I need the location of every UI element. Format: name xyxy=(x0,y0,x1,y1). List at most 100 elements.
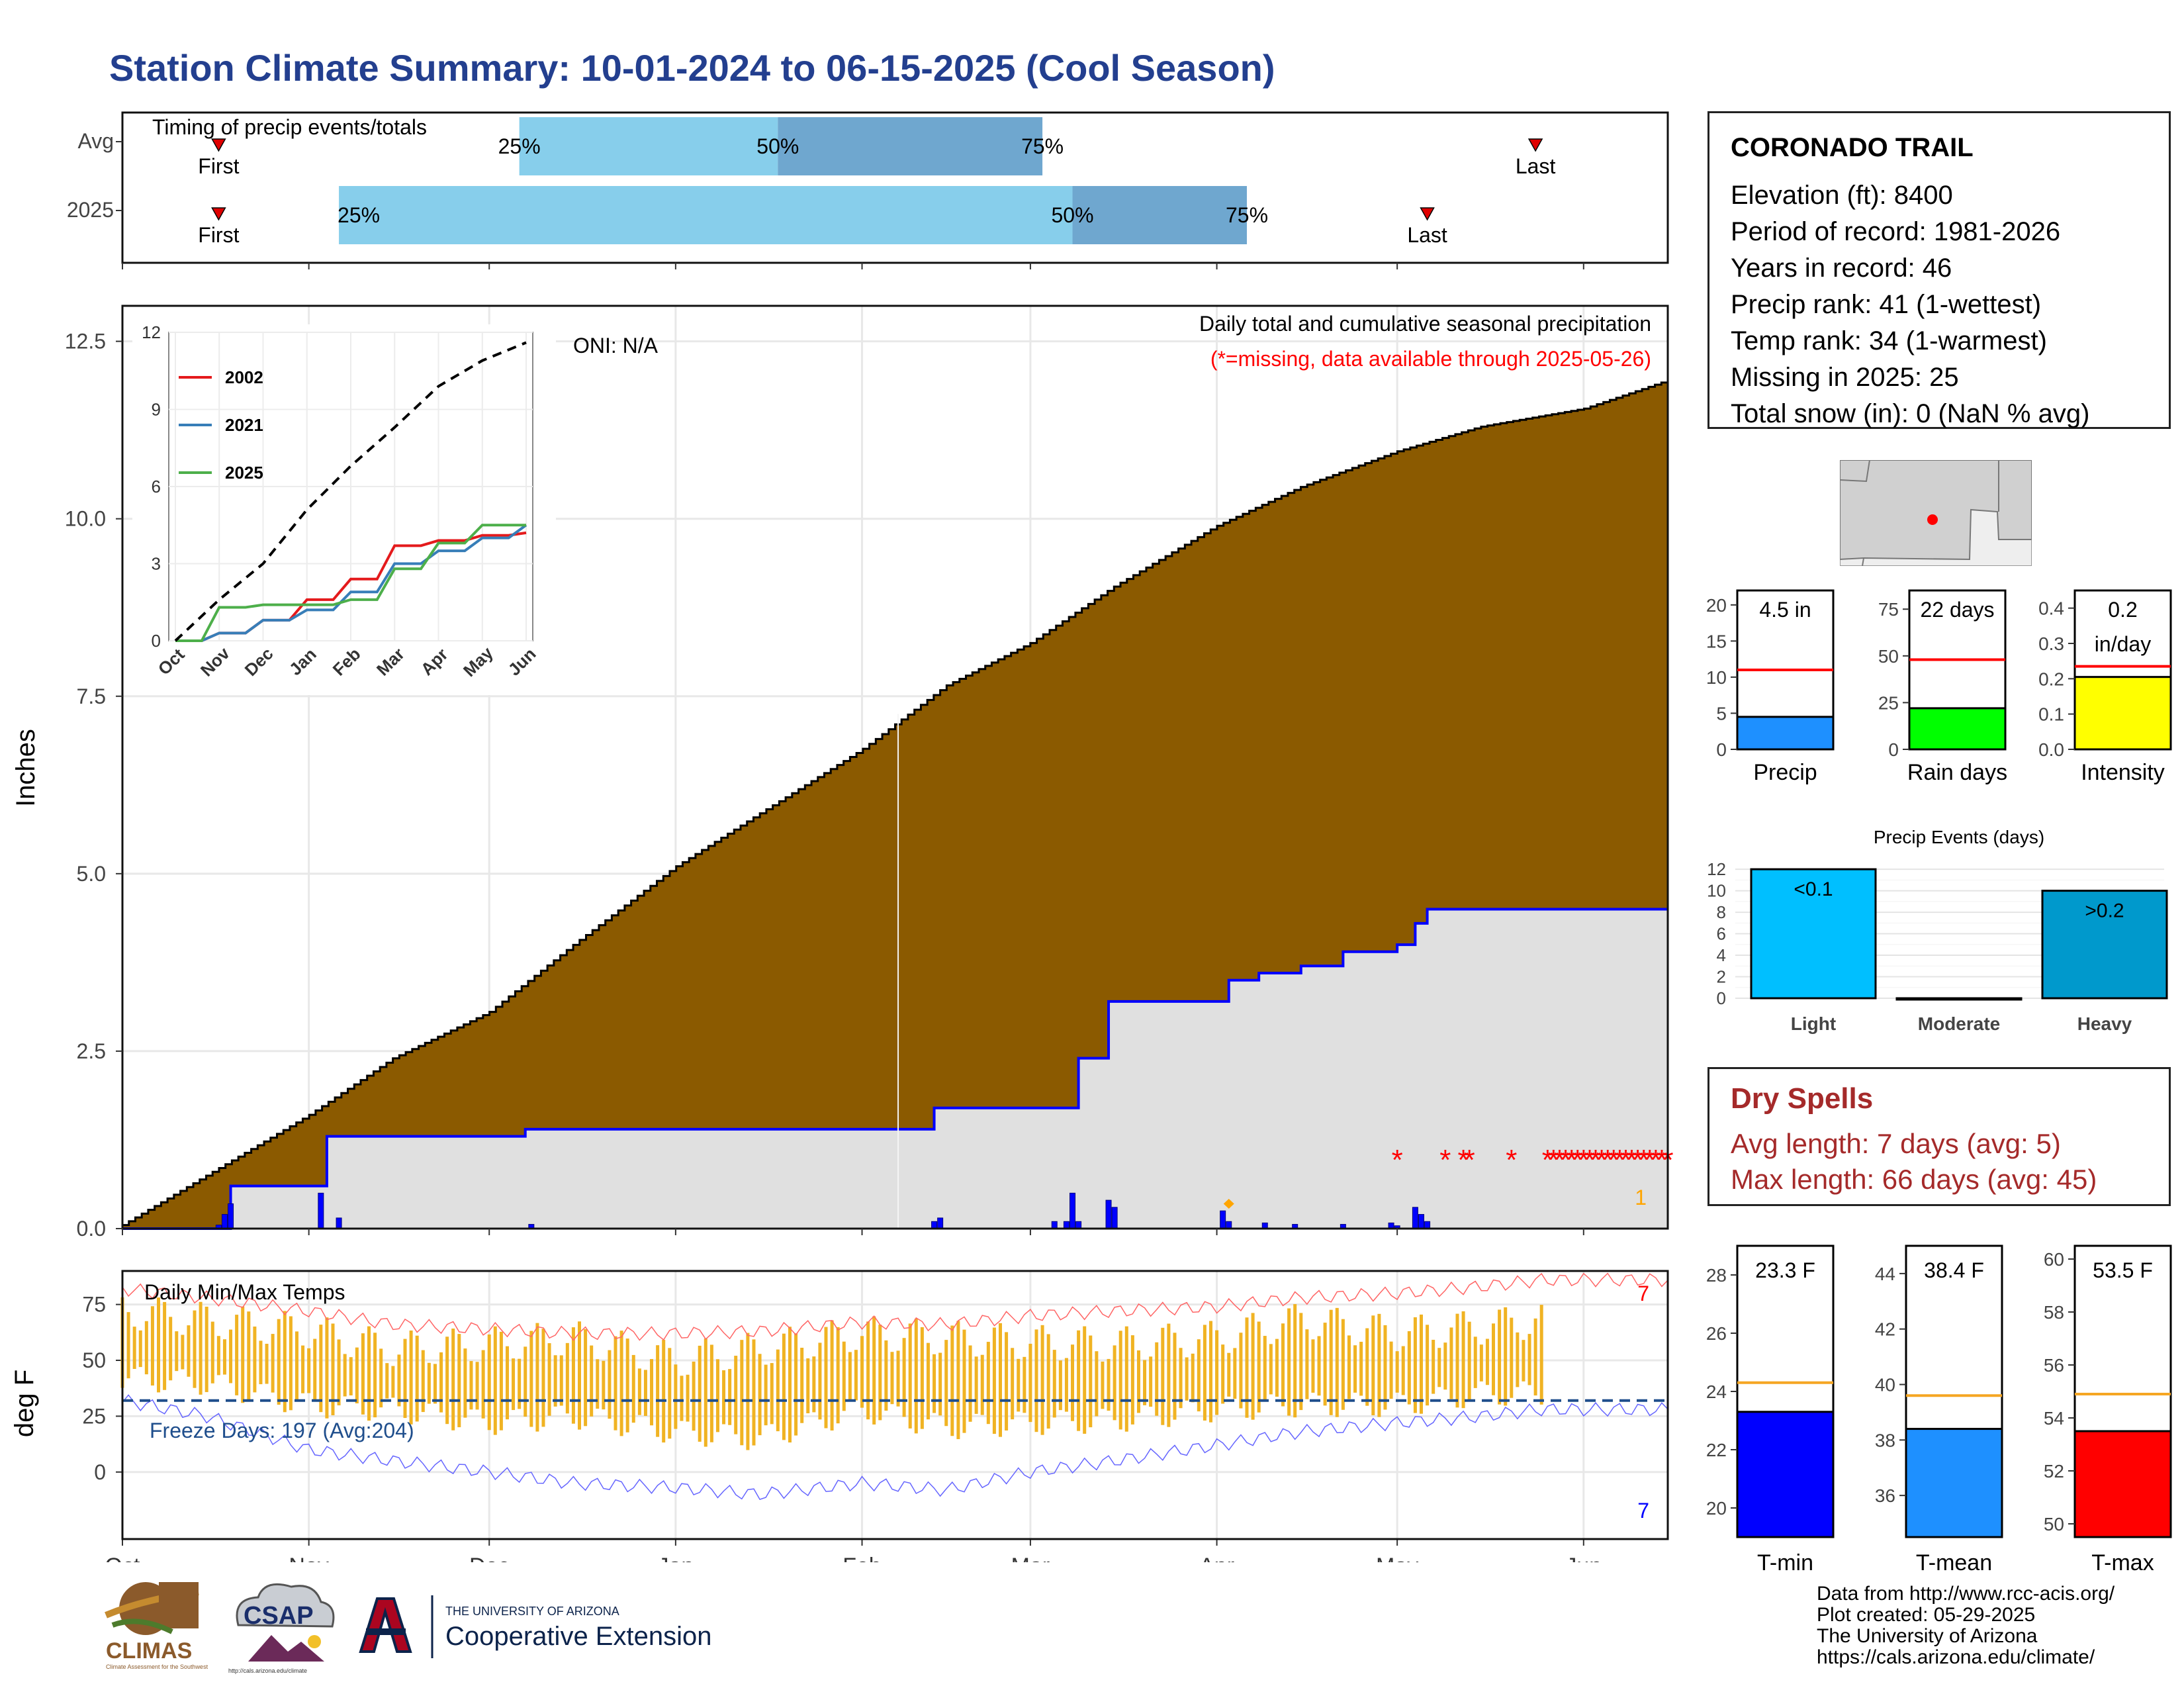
daily-temp-bar xyxy=(746,1333,750,1450)
daily-temp-bar xyxy=(692,1361,696,1431)
daily-temp-bar xyxy=(848,1352,852,1401)
events-ytick-label: 10 xyxy=(1707,881,1726,901)
daily-temp-bar xyxy=(836,1327,840,1424)
daily-temp-bar xyxy=(1257,1321,1261,1413)
daily-temp-bar xyxy=(614,1336,617,1430)
summary-bar-intensity xyxy=(2073,676,2172,751)
daily-temp-bar xyxy=(758,1354,762,1436)
tsum-value-label: 23.3 F xyxy=(1755,1258,1815,1282)
inset-legend-label: 2025 xyxy=(225,463,263,483)
daily-temp-bar xyxy=(235,1315,239,1395)
daily-temp-bar xyxy=(1371,1315,1375,1416)
tsum-ytick-label: 38 xyxy=(1875,1430,1895,1450)
freeze-label: Freeze Days: 197 (Avg:204) xyxy=(150,1419,414,1442)
daily-temp-bar xyxy=(812,1356,816,1413)
daily-temp-bar xyxy=(512,1358,516,1411)
station-elevation: Elevation (ft): 8400 xyxy=(1731,181,1953,210)
daily-temp-bar xyxy=(1005,1332,1009,1431)
main-ytick-label: 12.5 xyxy=(65,330,106,353)
daily-precip-bar xyxy=(1111,1207,1118,1229)
month-label: Mar xyxy=(1011,1554,1050,1562)
daily-temp-bar xyxy=(1413,1317,1417,1413)
daily-temp-bar xyxy=(782,1333,786,1440)
main-ylabel: Inches xyxy=(11,729,40,807)
missing-marker: * xyxy=(1560,1144,1571,1176)
daily-temp-bar xyxy=(253,1326,257,1393)
daily-temp-bar xyxy=(457,1334,461,1428)
missing-marker: * xyxy=(1548,1144,1559,1176)
daily-precip-bar xyxy=(1051,1221,1058,1229)
daily-temp-bar xyxy=(337,1339,341,1406)
daily-temp-bar xyxy=(553,1355,557,1407)
daily-temp-bar xyxy=(1107,1358,1111,1411)
events-ytick-label: 8 xyxy=(1717,902,1726,922)
daily-temp-bar xyxy=(1197,1339,1201,1412)
daily-temp-bar xyxy=(631,1354,635,1423)
record-high-count: 7 xyxy=(1637,1282,1649,1305)
daily-temp-bar xyxy=(962,1329,966,1433)
daily-temp-bar xyxy=(1335,1307,1339,1417)
daily-temp-bar xyxy=(1136,1350,1140,1413)
temp-title: Daily Min/Max Temps xyxy=(144,1280,345,1304)
daily-temp-bar xyxy=(902,1338,906,1417)
daily-temp-bar xyxy=(150,1306,154,1386)
daily-temp-bar xyxy=(1305,1329,1309,1399)
events-category-label: Light xyxy=(1791,1013,1836,1034)
timing-bar-50-75 xyxy=(1072,186,1248,244)
daily-temp-bar xyxy=(1347,1335,1351,1399)
daily-temp-bar xyxy=(1311,1339,1315,1393)
summary-ytick-label: 20 xyxy=(1706,595,1727,616)
summary-ytick-label: 5 xyxy=(1716,703,1727,724)
temp-ytick-label: 25 xyxy=(82,1404,106,1428)
daily-temp-bar xyxy=(547,1343,551,1416)
daily-temp-bar xyxy=(1227,1352,1231,1397)
dry-spells-avg: Avg length: 7 days (avg: 5) xyxy=(1731,1128,2061,1159)
temp-chart: 0 25 50 75 Oct Nov Dec Jan Feb Mar Apr May Jun Daily… xyxy=(10,1270,1669,1562)
tsum-ytick-label: 24 xyxy=(1706,1382,1727,1402)
temp-ylabel: deg F xyxy=(10,1370,39,1437)
missing-marker: * xyxy=(1602,1144,1614,1176)
tsum-ytick-label: 60 xyxy=(2044,1249,2064,1270)
summary-ytick-label: 75 xyxy=(1878,599,1899,620)
timing-first-label: First xyxy=(198,154,239,178)
missing-marker: * xyxy=(1554,1144,1565,1176)
events-bar-heavy xyxy=(2041,890,2168,1000)
page-title: Station Climate Summary: 10-01-2024 to 0… xyxy=(109,47,1275,89)
daily-temp-bar xyxy=(1191,1353,1195,1403)
timing-last-label: Last xyxy=(1516,154,1556,178)
summary-value-label: 22 days xyxy=(1920,598,1994,622)
station-info-box: CORONADO TRAIL Elevation (ft): 8400 Peri… xyxy=(1707,111,2171,429)
missing-marker: * xyxy=(1608,1144,1619,1176)
summary-ytick-label: 50 xyxy=(1878,646,1899,667)
daily-temp-bar xyxy=(193,1310,197,1388)
tsum-ytick-label: 26 xyxy=(1706,1323,1727,1344)
daily-temp-bar xyxy=(1443,1342,1447,1390)
daily-temp-bar xyxy=(890,1352,894,1405)
missing-marker: * xyxy=(1644,1144,1655,1176)
daily-temp-bar xyxy=(373,1333,377,1418)
climas-text: CLIMAS xyxy=(106,1638,192,1664)
summary-ytick-label: 25 xyxy=(1878,692,1899,713)
daily-temp-bar xyxy=(1185,1357,1189,1401)
daily-temp-bar xyxy=(222,1339,226,1375)
daily-temp-bar xyxy=(541,1329,545,1427)
tsum-ytick-label: 28 xyxy=(1706,1265,1727,1286)
daily-temp-bar xyxy=(1432,1339,1435,1394)
main-ytick-label: 5.0 xyxy=(77,862,106,886)
daily-temp-bar xyxy=(1208,1321,1212,1423)
daily-temp-bar xyxy=(1245,1317,1249,1418)
daily-temp-bar xyxy=(1449,1327,1453,1399)
ua-logo: THE UNIVERSITY OF ARIZONA Cooperative Ex… xyxy=(359,1595,711,1658)
tsum-ytick-label: 50 xyxy=(2044,1514,2064,1534)
station-name: CORONADO TRAIL xyxy=(1731,133,1974,162)
ua-bottom-text: Cooperative Extension xyxy=(445,1622,711,1651)
daily-temp-bar xyxy=(487,1334,491,1430)
tsum-ytick-label: 22 xyxy=(1706,1440,1727,1460)
daily-precip-bar xyxy=(1069,1192,1076,1229)
inset-line-2021 xyxy=(175,524,527,642)
daily-temp-bar xyxy=(1149,1356,1153,1407)
summary-name-label: Rain days xyxy=(1907,760,2007,785)
station-years: Years in record: 46 xyxy=(1731,254,1952,283)
daily-temp-bar xyxy=(992,1327,996,1434)
tsum-ytick-label: 58 xyxy=(2044,1302,2064,1323)
